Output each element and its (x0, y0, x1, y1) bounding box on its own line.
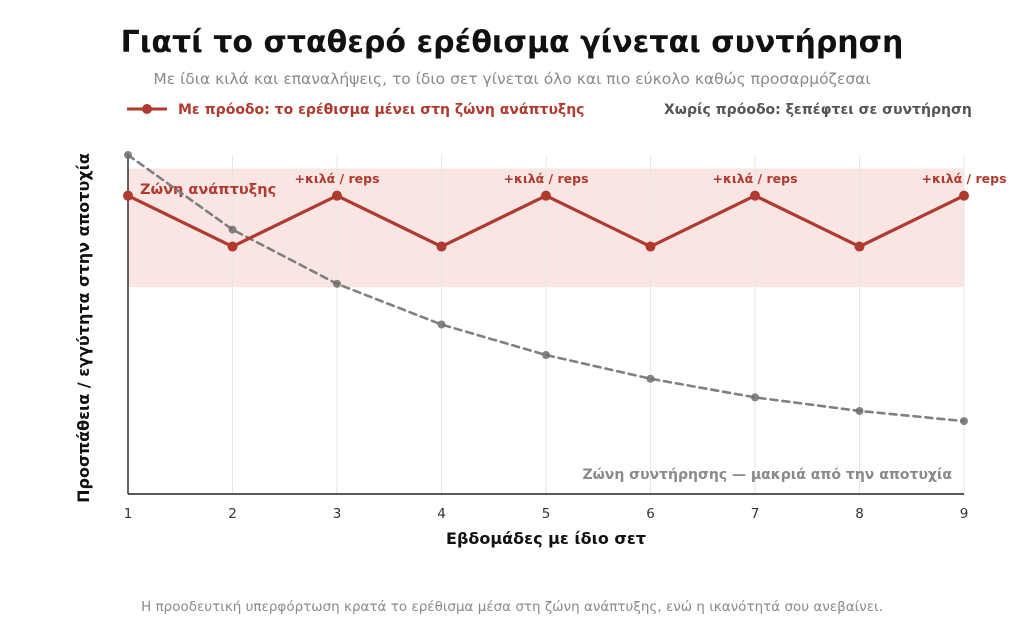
x-tick-label: 9 (960, 506, 969, 522)
x-tick-label: 8 (855, 506, 864, 522)
x-tick-label: 6 (646, 506, 655, 522)
data-point-progress (750, 190, 760, 201)
x-axis-label: Εβδομάδες με ίδιο σετ (446, 529, 646, 548)
x-tick-label: 3 (333, 506, 342, 522)
growth-zone-label: Ζώνη ανάπτυξης (140, 182, 276, 198)
x-tick-label: 4 (437, 506, 446, 522)
data-point-progress (854, 241, 865, 252)
x-tick-label: 2 (228, 506, 237, 522)
footer-note: Η προοδευτική υπερφόρτωση κρατά το ερέθι… (141, 599, 883, 615)
data-point-no-progress (542, 351, 550, 360)
data-point-no-progress (124, 151, 132, 159)
data-point-progress (645, 241, 656, 252)
data-point-progress (332, 190, 342, 201)
legend-label-progress: Με πρόοδο: το ερέθισμα μένει στη ζώνη αν… (178, 102, 584, 118)
data-point-progress (541, 190, 551, 201)
data-point-no-progress (751, 393, 759, 402)
data-point-progress (227, 241, 238, 252)
x-tick-label: 5 (542, 506, 551, 522)
chart-subtitle: Με ίδια κιλά και επαναλήψεις, το ίδιο σε… (153, 70, 870, 88)
annotation-label: +κιλά / reps (503, 171, 588, 186)
x-tick-labels: 1 2 3 4 5 6 7 8 9 (124, 506, 969, 522)
data-point-no-progress (333, 279, 341, 288)
maintenance-zone-label: Ζώνη συντήρησης — μακριά από την αποτυχί… (582, 467, 952, 483)
chart-title: Γιατί το σταθερό ερέθισμα γίνεται συντήρ… (121, 25, 904, 60)
data-point-no-progress (855, 406, 864, 415)
data-point-no-progress (960, 417, 968, 426)
legend: Με πρόοδο: το ερέθισμα μένει στη ζώνη αν… (127, 102, 972, 118)
annotation-label: +κιλά / reps (921, 171, 1006, 186)
data-point-progress (959, 190, 969, 201)
legend-marker-progress (142, 104, 152, 114)
annotation-label: +κιλά / reps (712, 171, 797, 186)
annotations: +κιλά / reps +κιλά / reps +κιλά / reps +κιλ… (294, 171, 1006, 186)
x-tick-label: 1 (124, 506, 133, 522)
data-point-no-progress (228, 225, 237, 234)
data-point-no-progress (646, 374, 655, 383)
x-tick-label: 7 (751, 506, 760, 522)
annotation-label: +κιλά / reps (294, 171, 379, 186)
legend-label-no-progress: Χωρίς πρόοδο: ξεπέφτει σε συντήρηση (664, 102, 972, 118)
data-point-progress (123, 190, 133, 201)
y-axis-label: Προσπάθεια / εγγύτητα στην αποτυχία (74, 153, 93, 503)
data-point-progress (436, 241, 447, 252)
data-point-no-progress (437, 320, 446, 329)
series-layer (123, 151, 969, 426)
